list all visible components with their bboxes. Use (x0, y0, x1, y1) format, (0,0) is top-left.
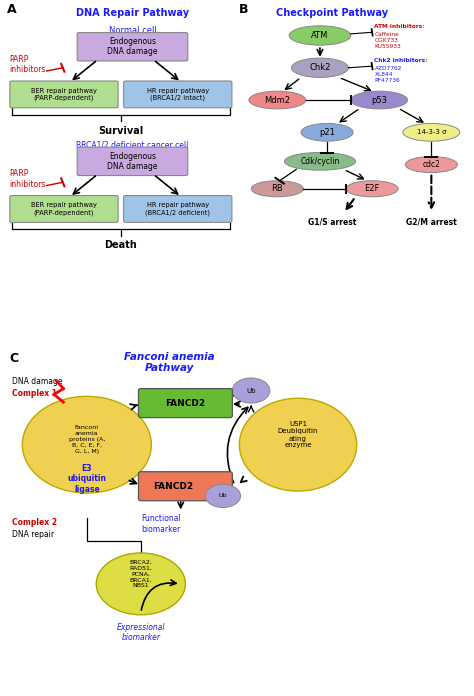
Text: Checkpoint Pathway: Checkpoint Pathway (276, 8, 388, 18)
Ellipse shape (351, 91, 408, 109)
Text: USP1
Deubiquitin
ating
enzyme: USP1 Deubiquitin ating enzyme (278, 422, 318, 448)
Text: Chk2 inhibitors:: Chk2 inhibitors: (374, 58, 428, 63)
Text: Endogenous
DNA damage: Endogenous DNA damage (107, 152, 158, 171)
Text: E2F: E2F (365, 184, 380, 193)
Text: Ub: Ub (219, 493, 227, 498)
Text: B: B (239, 3, 249, 16)
Ellipse shape (292, 58, 348, 77)
Ellipse shape (289, 26, 351, 45)
Text: BER repair pathway
(PARP-dependent): BER repair pathway (PARP-dependent) (31, 88, 97, 101)
Text: DNA Repair Pathway: DNA Repair Pathway (76, 8, 189, 18)
Text: A: A (7, 3, 17, 16)
Ellipse shape (403, 123, 460, 141)
Text: DNA repair: DNA repair (12, 530, 54, 539)
Ellipse shape (96, 553, 185, 615)
Text: p53: p53 (371, 95, 387, 104)
Text: Caffeine
CGK733
KU55933: Caffeine CGK733 KU55933 (374, 32, 401, 49)
Text: AZD7762
XL844
PF47736: AZD7762 XL844 PF47736 (374, 66, 402, 83)
Text: PARP
inhibitors: PARP inhibitors (9, 169, 46, 189)
Text: HR repair pathway
(BRCA1/2 intact): HR repair pathway (BRCA1/2 intact) (147, 88, 209, 101)
FancyBboxPatch shape (138, 472, 232, 500)
Ellipse shape (232, 378, 270, 403)
Ellipse shape (405, 157, 457, 173)
Text: ATM: ATM (311, 31, 328, 40)
Text: Cdk/cyclin: Cdk/cyclin (300, 157, 340, 166)
FancyBboxPatch shape (124, 81, 232, 108)
Text: Fanconi
anemia
proteins (A,
B, C, E, F,
G, L, M): Fanconi anemia proteins (A, B, C, E, F, … (69, 425, 105, 454)
Text: E3
ubiquitin
ligase: E3 ubiquitin ligase (67, 464, 106, 493)
FancyBboxPatch shape (10, 81, 118, 108)
FancyBboxPatch shape (10, 196, 118, 222)
Text: Fanconi anemia
Pathway: Fanconi anemia Pathway (124, 352, 214, 374)
Text: G2/M arrest: G2/M arrest (406, 218, 457, 227)
Text: PARP
inhibitors: PARP inhibitors (9, 55, 46, 74)
Text: Functional
biomarker: Functional biomarker (141, 514, 181, 534)
Text: DNA damage: DNA damage (12, 377, 62, 386)
Text: G1/S arrest: G1/S arrest (308, 218, 356, 227)
Text: Normal cell: Normal cell (109, 26, 156, 35)
Ellipse shape (239, 398, 357, 491)
Text: BRCA1/2 deficient cancer cell: BRCA1/2 deficient cancer cell (76, 141, 189, 150)
Text: RB: RB (272, 184, 283, 193)
Text: C: C (9, 352, 18, 365)
FancyBboxPatch shape (77, 33, 188, 61)
FancyBboxPatch shape (77, 147, 188, 175)
Text: Ub: Ub (246, 388, 256, 393)
Text: Expressional
biomarker: Expressional biomarker (117, 622, 165, 642)
Text: Complex 1: Complex 1 (12, 388, 57, 397)
Text: Survival: Survival (98, 126, 144, 136)
Text: p21: p21 (319, 128, 335, 137)
Text: HR repair pathway
(BRCA1/2 deficient): HR repair pathway (BRCA1/2 deficient) (145, 203, 210, 216)
Text: Complex 2: Complex 2 (12, 518, 57, 527)
Text: Death: Death (104, 240, 137, 251)
Text: BER repair pathway
(PARP-dependent): BER repair pathway (PARP-dependent) (31, 203, 97, 216)
Ellipse shape (22, 396, 151, 493)
Ellipse shape (249, 91, 306, 109)
Ellipse shape (301, 123, 353, 141)
Text: Chk2: Chk2 (309, 63, 331, 72)
Ellipse shape (251, 181, 303, 197)
Ellipse shape (346, 181, 398, 197)
Text: Endogenous
DNA damage: Endogenous DNA damage (107, 37, 158, 56)
Ellipse shape (284, 152, 356, 171)
Text: BRCA2,
RAD51,
PCNA,
BRCA1,
NBS1: BRCA2, RAD51, PCNA, BRCA1, NBS1 (129, 560, 152, 588)
FancyBboxPatch shape (138, 388, 232, 418)
Text: FANCD2: FANCD2 (165, 399, 205, 408)
Text: FANCD2: FANCD2 (154, 482, 194, 491)
FancyBboxPatch shape (124, 196, 232, 222)
Ellipse shape (205, 484, 240, 507)
Text: cdc2: cdc2 (422, 160, 440, 169)
Text: Mdm2: Mdm2 (264, 95, 290, 104)
Text: ATM inhibitors:: ATM inhibitors: (374, 24, 425, 29)
Text: 14-3-3 σ: 14-3-3 σ (417, 129, 446, 135)
